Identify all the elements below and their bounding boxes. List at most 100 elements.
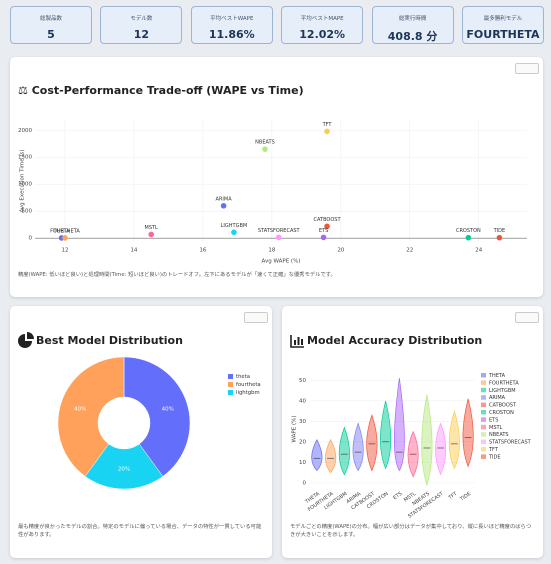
- x-tick-label: 14: [130, 248, 137, 254]
- y-tick-label: 1000: [18, 182, 32, 188]
- point: [320, 234, 327, 241]
- kpi-value: FOURTHETA: [466, 28, 540, 41]
- point-label: MSTL: [145, 225, 159, 231]
- violin: [421, 394, 433, 487]
- legend-swatch: [481, 380, 486, 385]
- legend-swatch: [481, 424, 486, 430]
- legend-label: STATSFORECAST: [489, 440, 532, 446]
- y-axis-label: Avg Execution Time (s): [20, 149, 26, 212]
- violin: [380, 400, 392, 470]
- violin: [338, 426, 350, 476]
- kpi-card: 平均ベストWAPE 11.86%: [190, 6, 273, 44]
- slice-label: 40%: [162, 406, 174, 412]
- kpi-value: 5: [47, 28, 55, 41]
- legend-swatch: [481, 417, 486, 422]
- expand-button[interactable]: [515, 312, 539, 323]
- x-tick-label: 22: [406, 248, 413, 254]
- y-tick-label: 20: [299, 439, 306, 445]
- x-tick-label: 12: [61, 248, 68, 254]
- point-label: NBEATS: [255, 140, 275, 146]
- pie-icon: [18, 332, 34, 348]
- point: [324, 223, 330, 230]
- point: [62, 235, 68, 241]
- kpi-label: 平均ベストMAPE: [300, 16, 344, 22]
- chart-title: Model Accuracy Distribution: [307, 334, 482, 347]
- violin: [311, 439, 323, 472]
- legend-label: LIGHTGBM: [489, 388, 516, 394]
- x-axis-label: Avg WAPE (%): [262, 259, 301, 265]
- point-label: STATSFORECAST: [258, 228, 301, 234]
- caption: モデルごとの精度(WAPE)の分布。幅が広い部分はデータが集中しており、縦に長い…: [290, 524, 532, 538]
- y-tick-label: 0: [303, 480, 307, 486]
- kpi-label: 総実行時間: [398, 16, 427, 22]
- slice-label: 40%: [74, 406, 86, 412]
- x-tick-label: 20: [337, 248, 344, 254]
- legend-swatch: [481, 454, 486, 459]
- point: [231, 229, 237, 236]
- legend-label: ETS: [489, 417, 498, 423]
- point: [262, 146, 268, 152]
- legend-label: MSTL: [489, 425, 503, 431]
- kpi-card: 総製品数 5: [10, 6, 92, 44]
- expand-button[interactable]: [244, 312, 268, 323]
- scatter-panel: [10, 57, 543, 297]
- violin: [352, 422, 364, 472]
- legend-swatch: [481, 402, 486, 408]
- kpi-value: 12.02%: [299, 28, 346, 41]
- violin: [366, 414, 378, 472]
- legend-label: theta: [236, 374, 250, 380]
- legend-label: fourtheta: [236, 382, 261, 388]
- y-tick-label: 50: [299, 378, 306, 384]
- violin: [325, 439, 337, 474]
- kpi-value: 12: [133, 28, 150, 41]
- legend-swatch: [481, 439, 486, 445]
- x-tick-label: TFT: [447, 490, 459, 501]
- legend-label: NBEATS: [489, 432, 509, 438]
- y-tick-label: 30: [299, 419, 306, 425]
- legend-swatch: [481, 447, 486, 452]
- violin: [462, 398, 474, 468]
- legend-label: lightgbm: [236, 390, 260, 396]
- legend-label: TFT: [488, 447, 499, 453]
- x-tick-label: 24: [475, 248, 482, 254]
- point: [148, 231, 154, 238]
- legend-label: TIDE: [488, 454, 501, 460]
- point-label: CROSTON: [456, 228, 481, 234]
- legend-label: CROSTON: [489, 410, 514, 416]
- expand-button[interactable]: [515, 63, 539, 74]
- point: [496, 234, 503, 241]
- violin: [435, 422, 447, 476]
- point-label: TIDE: [493, 228, 506, 234]
- point: [324, 128, 330, 135]
- pie-slice: [84, 443, 164, 490]
- legend-swatch: [481, 373, 486, 378]
- y-tick-label: 500: [22, 209, 33, 215]
- kpi-card: 総実行時間 408.8 分: [371, 6, 454, 44]
- legend-label: FOURTHETA: [489, 380, 519, 386]
- y-tick-label: 10: [299, 460, 306, 466]
- point-label: LIGHTGBM: [221, 223, 248, 229]
- kpi-value: 11.86%: [208, 28, 255, 41]
- caption: 精度(WAPE: 低いほど良い)と処理時間(Time: 短いほど良い)のトレード…: [18, 272, 336, 278]
- legend-swatch: [481, 387, 486, 393]
- chart-icon: [290, 335, 304, 348]
- point-label: ETS: [319, 228, 328, 234]
- pie-slice: [123, 356, 191, 477]
- chart-title: Best Model Distribution: [36, 334, 183, 347]
- kpi-label: モデル数: [130, 16, 153, 22]
- point: [220, 203, 227, 209]
- legend-swatch: [481, 395, 486, 400]
- kpi-card: モデル数 12: [100, 6, 183, 44]
- x-tick-label: ETS: [392, 491, 403, 501]
- chart-title: ⚖ Cost-Performance Trade-off (WAPE vs Ti…: [18, 84, 304, 97]
- point-label: CATBOOST: [314, 217, 342, 223]
- legend-swatch: [228, 382, 233, 387]
- kpi-value: 408.8 分: [387, 30, 438, 43]
- legend-label: CATBOOST: [489, 403, 517, 409]
- slice-label: 20%: [118, 467, 130, 473]
- legend-label: THETA: [488, 373, 506, 379]
- point-label: FOURTHETA: [50, 228, 80, 234]
- pie-panel: [10, 306, 272, 558]
